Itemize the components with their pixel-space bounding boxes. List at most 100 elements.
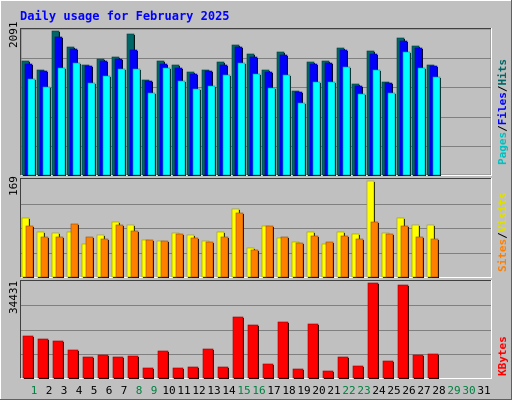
middle-legend-part-2: Visits: [496, 193, 509, 233]
top-legend-part-2: Files: [496, 92, 509, 125]
bar-kbytes-day-25: [382, 360, 394, 379]
bar-sites-day-5: [85, 236, 94, 278]
x-tick-label-28: 28: [432, 384, 445, 397]
bar-pages-day-24: [372, 69, 381, 176]
bottom-bars: [22, 282, 439, 379]
x-tick-label-3: 3: [61, 384, 68, 397]
top-legend-part-1: /: [496, 125, 509, 132]
bar-pages-day-3: [57, 67, 66, 176]
middle-legend-part-0: Sites: [496, 239, 509, 272]
bar-pages-day-16: [252, 73, 261, 176]
bar-sites-day-25: [385, 233, 394, 278]
bar-kbytes-day-20: [307, 323, 319, 379]
bar-kbytes-day-26: [397, 284, 409, 379]
bar-kbytes-day-28: [427, 353, 439, 379]
x-tick-label-2: 2: [46, 384, 53, 397]
bar-pages-day-5: [87, 82, 96, 176]
bar-sites-day-20: [310, 235, 319, 278]
bar-kbytes-day-9: [142, 367, 154, 379]
top-bars: [21, 30, 441, 176]
bar-kbytes-day-18: [277, 321, 289, 379]
bar-pages-day-17: [267, 87, 276, 176]
bar-kbytes-day-21: [322, 370, 334, 379]
middle-ymax-label: 169: [7, 176, 20, 196]
x-tick-label-9: 9: [151, 384, 158, 397]
x-tick-label-7: 7: [121, 384, 128, 397]
x-tick-label-17: 17: [267, 384, 280, 397]
chart-title: Daily usage for February 2025: [20, 9, 230, 23]
bar-sites-day-28: [430, 238, 439, 278]
bar-kbytes-day-23: [352, 365, 364, 379]
bar-pages-day-15: [237, 62, 246, 176]
x-tick-label-31: 31: [477, 384, 490, 397]
x-tick-label-20: 20: [312, 384, 325, 397]
bar-sites-day-4: [70, 223, 79, 278]
x-tick-label-29: 29: [447, 384, 460, 397]
x-tick-label-18: 18: [282, 384, 295, 397]
bar-sites-day-6: [100, 238, 109, 278]
bar-pages-day-13: [207, 85, 216, 176]
x-tick-label-23: 23: [357, 384, 370, 397]
bar-pages-day-20: [312, 81, 321, 176]
x-tick-label-30: 30: [462, 384, 475, 397]
x-tick-label-26: 26: [402, 384, 415, 397]
middle-bars: [21, 180, 439, 278]
bar-sites-day-18: [280, 236, 289, 278]
bar-kbytes-day-13: [202, 348, 214, 379]
bar-pages-day-7: [117, 68, 126, 176]
bottom-ymax-label: 34431: [7, 281, 20, 314]
bottom-legend-part-0: KBytes: [496, 336, 509, 376]
x-tick-label-1: 1: [31, 384, 38, 397]
bar-pages-day-23: [357, 93, 366, 176]
top-legend-part-4: Hits: [496, 59, 509, 86]
middle-legend: Sites/Visits: [496, 193, 509, 273]
top-ymax-label: 2091: [7, 22, 20, 49]
bar-sites-day-10: [160, 240, 169, 278]
bar-sites-day-17: [265, 225, 274, 278]
bar-sites-day-14: [220, 236, 229, 278]
bar-pages-day-6: [102, 75, 111, 176]
bar-pages-day-4: [72, 62, 81, 176]
bar-sites-day-27: [415, 236, 424, 278]
x-tick-label-16: 16: [252, 384, 265, 397]
bar-pages-day-11: [177, 80, 186, 176]
bar-pages-day-12: [192, 88, 201, 176]
bar-kbytes-day-2: [37, 338, 49, 379]
top-legend: Pages/Files/Hits: [496, 59, 509, 165]
x-tick-label-12: 12: [192, 384, 205, 397]
x-tick-label-6: 6: [106, 384, 113, 397]
x-tick-label-19: 19: [297, 384, 310, 397]
bar-kbytes-day-3: [52, 340, 64, 379]
middle-legend-part-1: /: [496, 232, 509, 239]
bar-kbytes-day-27: [412, 354, 424, 379]
bar-kbytes-day-10: [157, 350, 169, 379]
bar-pages-day-2: [42, 86, 51, 176]
x-tick-label-10: 10: [162, 384, 175, 397]
bar-kbytes-day-14: [217, 366, 229, 379]
x-tick-label-4: 4: [76, 384, 83, 397]
x-tick-label-11: 11: [177, 384, 190, 397]
x-tick-label-25: 25: [387, 384, 400, 397]
sites-visits-panel: [20, 178, 492, 278]
hits-files-pages-panel: [20, 28, 492, 176]
bar-sites-day-7: [115, 224, 124, 278]
x-tick-label-27: 27: [417, 384, 430, 397]
bar-sites-day-12: [190, 237, 199, 278]
bar-sites-day-1: [25, 225, 34, 278]
bar-kbytes-day-6: [97, 354, 109, 379]
bar-pages-day-25: [387, 92, 396, 176]
bar-sites-day-13: [205, 241, 214, 278]
bar-sites-day-8: [130, 230, 139, 278]
top-legend-part-0: Pages: [496, 132, 509, 165]
bar-pages-day-14: [222, 74, 231, 176]
bar-sites-day-24: [370, 221, 379, 278]
x-tick-label-21: 21: [327, 384, 340, 397]
bar-pages-day-1: [27, 78, 36, 176]
bar-pages-day-10: [162, 67, 171, 176]
x-tick-label-15: 15: [237, 384, 250, 397]
bar-kbytes-day-8: [127, 355, 139, 379]
x-tick-label-5: 5: [91, 384, 98, 397]
bar-sites-day-16: [250, 249, 259, 278]
bar-kbytes-day-24: [367, 282, 379, 379]
bar-kbytes-day-11: [172, 367, 184, 379]
